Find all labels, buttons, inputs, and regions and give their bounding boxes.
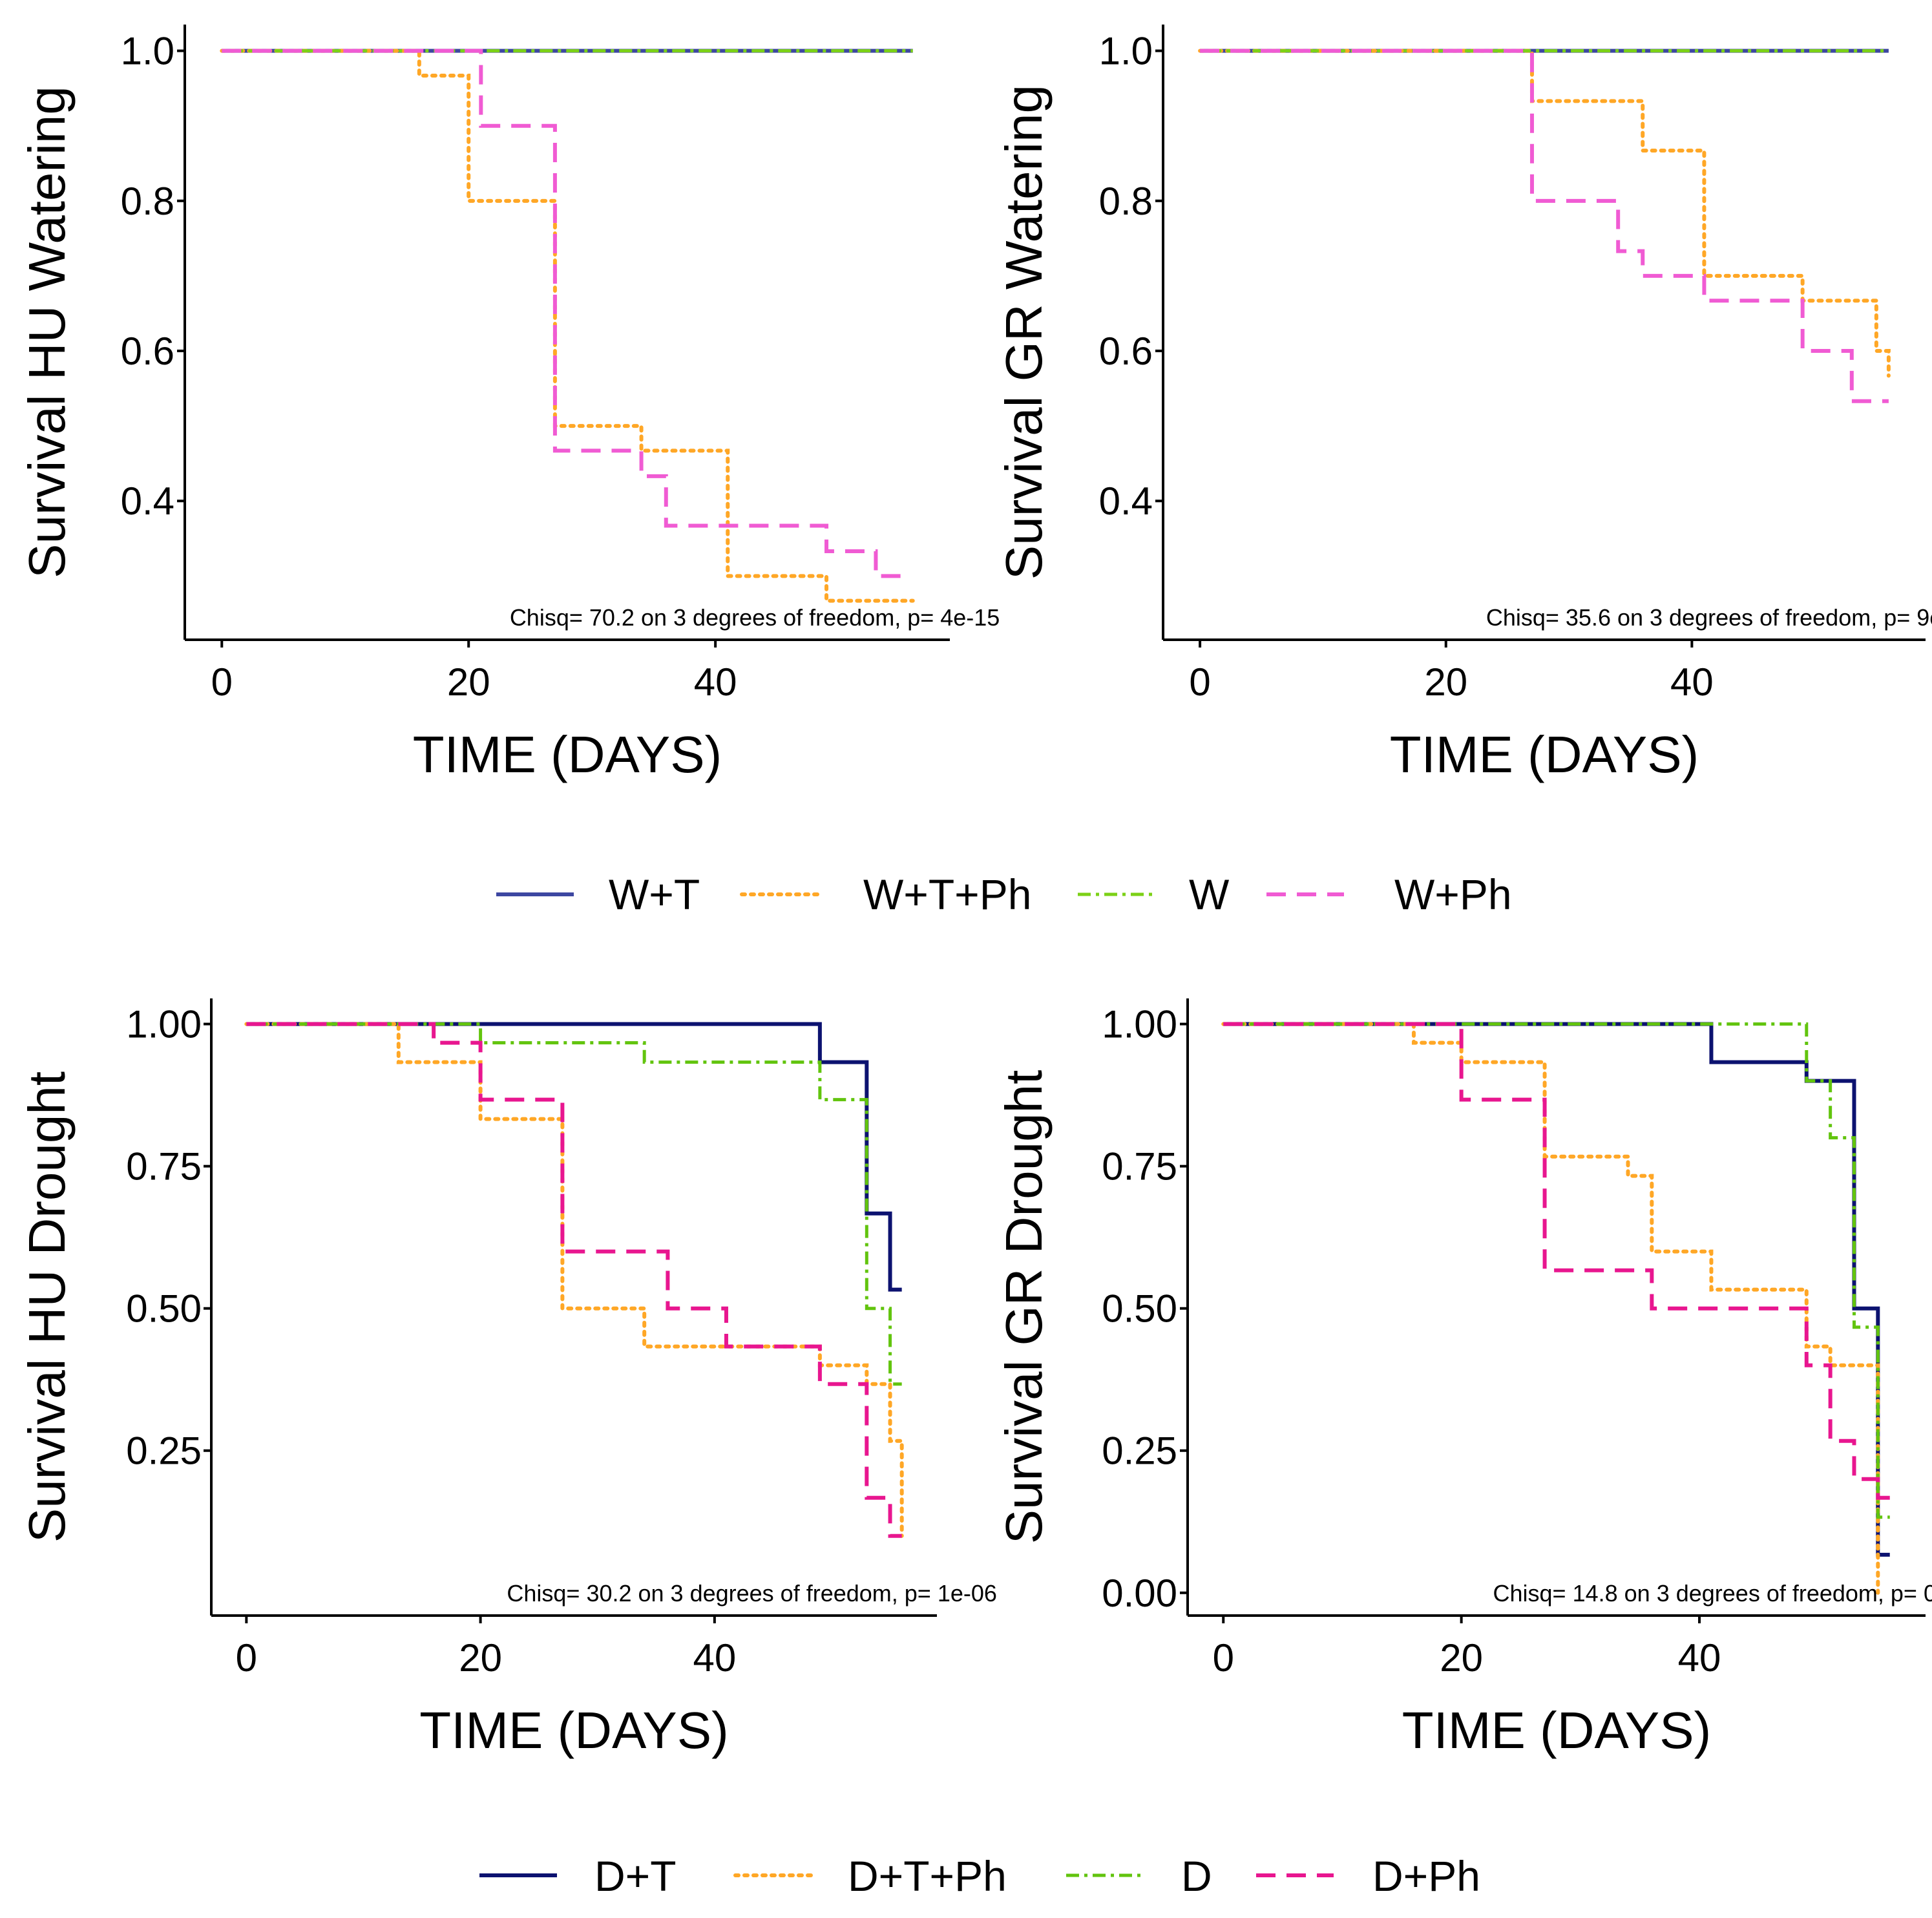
x-tick-label: 0 <box>1189 660 1210 704</box>
legend-label: D+Ph <box>1372 1852 1480 1900</box>
panel-gr-drought: 0.00 0.25 0.50 0.75 1.00 0 20 40 TIME (DAYS) Surv… <box>995 998 1932 1759</box>
x-tick-label: 20 <box>447 660 490 704</box>
series-line-w-t-ph <box>220 48 915 603</box>
y-axis-title: Survival GR Drought <box>995 1070 1053 1544</box>
series-line-w-t-ph <box>1198 48 1891 378</box>
legend-label: D <box>1181 1852 1212 1900</box>
series-line-d-t-ph <box>244 1022 904 1538</box>
x-tick-label: 0 <box>211 660 233 704</box>
x-axis-title: TIME (DAYS) <box>1390 726 1699 783</box>
y-axis-title: Survival GR Watering <box>995 85 1053 580</box>
logrank-annotation: Chisq= 70.2 on 3 degrees of freedom, p= … <box>510 604 1000 631</box>
logrank-annotation: Chisq= 14.8 on 3 degrees of freedom, p= … <box>1493 1580 1932 1607</box>
legend-item: D <box>1066 1852 1212 1900</box>
y-tick-label: 0.4 <box>121 480 174 523</box>
x-axis-title: TIME (DAYS) <box>413 726 722 783</box>
panel-gr-watering: 0.4 0.6 0.8 1.0 0 20 40 TIME (DAYS) Survival GR … <box>995 25 1932 783</box>
y-axis-title: Survival HU Drought <box>18 1071 76 1543</box>
y-axis-title: Survival HU Watering <box>18 86 76 578</box>
y-tick-label: 1.0 <box>121 30 174 73</box>
y-tick-label: 0.75 <box>1102 1145 1177 1188</box>
legend-item: D+Ph <box>1256 1852 1480 1900</box>
panel-hu-drought: 0.25 0.50 0.75 1.00 0 20 40 TIME (DAYS) Survival… <box>18 998 997 1759</box>
y-tick-label: 0.6 <box>121 330 174 373</box>
series-line-d <box>246 1022 902 1386</box>
logrank-annotation: Chisq= 35.6 on 3 degrees of freedom, p= … <box>1486 604 1932 631</box>
series-line-d <box>1223 1022 1890 1519</box>
legend-watering: W+T W+T+Ph W W+Ph <box>496 870 1512 918</box>
legend-label: W+T+Ph <box>863 870 1031 918</box>
x-tick-label: 20 <box>1440 1636 1483 1680</box>
legend-label: D+T <box>594 1852 677 1900</box>
legend-item: W <box>1078 870 1230 918</box>
x-axis-title: TIME (DAYS) <box>419 1702 729 1759</box>
x-tick-label: 40 <box>1670 660 1714 704</box>
legend-label: W <box>1189 870 1230 918</box>
y-tick-label: 0.4 <box>1099 480 1153 523</box>
y-tick-label: 1.00 <box>1102 1003 1177 1046</box>
x-tick-label: 40 <box>694 660 737 704</box>
legend-item: W+T+Ph <box>740 870 1031 918</box>
panel-hu-watering: 0.4 0.6 0.8 1.0 0 20 40 TIME (DAYS) Survival HU … <box>18 25 1000 783</box>
y-tick-label: 1.0 <box>1099 30 1153 73</box>
y-tick-label: 0.6 <box>1099 330 1153 373</box>
series-line-w-ph <box>1200 48 1889 403</box>
series-line-d-ph <box>1223 1022 1890 1500</box>
logrank-annotation: Chisq= 30.2 on 3 degrees of freedom, p= … <box>507 1580 997 1607</box>
series-line-d-t-ph <box>1221 1022 1880 1595</box>
y-tick-label: 0.75 <box>126 1145 202 1188</box>
legend-item: D+T+Ph <box>733 1852 1007 1900</box>
legend-item: W+Ph <box>1266 870 1512 918</box>
x-tick-label: 0 <box>1213 1636 1234 1680</box>
series-line-w-ph <box>222 48 901 578</box>
x-tick-label: 20 <box>1424 660 1467 704</box>
y-tick-label: 0.50 <box>126 1287 202 1331</box>
y-tick-label: 0.25 <box>126 1429 202 1473</box>
legend-drought: D+T D+T+Ph D D+Ph <box>479 1852 1480 1900</box>
y-tick-label: 0.8 <box>121 180 174 223</box>
x-tick-label: 20 <box>459 1636 502 1680</box>
y-tick-label: 0.8 <box>1099 180 1153 223</box>
x-tick-label: 40 <box>693 1636 736 1680</box>
legend-item: D+T <box>479 1852 677 1900</box>
y-tick-label: 0.50 <box>1102 1287 1177 1331</box>
y-tick-label: 1.00 <box>126 1003 202 1046</box>
series-line-d-ph <box>246 1022 902 1538</box>
legend-item: W+T <box>496 870 700 918</box>
x-tick-label: 40 <box>1678 1636 1721 1680</box>
x-axis-title: TIME (DAYS) <box>1402 1702 1712 1759</box>
x-tick-label: 0 <box>236 1636 257 1680</box>
legend-label: D+T+Ph <box>848 1852 1007 1900</box>
y-tick-label: 0.25 <box>1102 1429 1177 1473</box>
legend-label: W+Ph <box>1394 870 1512 918</box>
legend-label: W+T <box>609 870 700 918</box>
y-tick-label: 0.00 <box>1102 1572 1177 1615</box>
